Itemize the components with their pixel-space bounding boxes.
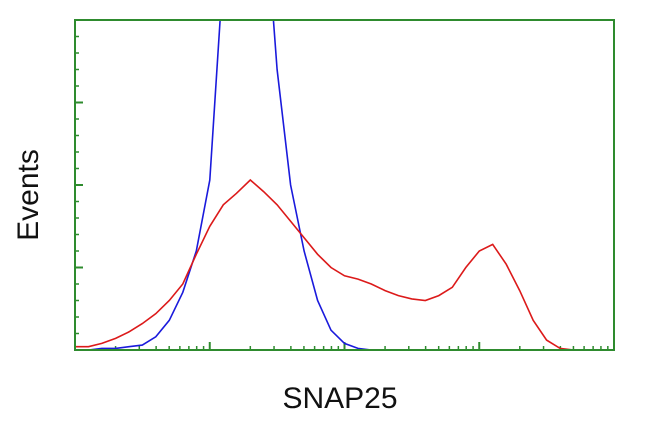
plot-frame <box>74 19 615 351</box>
x-axis-label: SNAP25 <box>282 382 397 415</box>
series-line <box>75 20 574 350</box>
y-axis-label: Events <box>12 149 45 241</box>
series-line <box>75 178 574 350</box>
plot-area <box>75 20 574 350</box>
